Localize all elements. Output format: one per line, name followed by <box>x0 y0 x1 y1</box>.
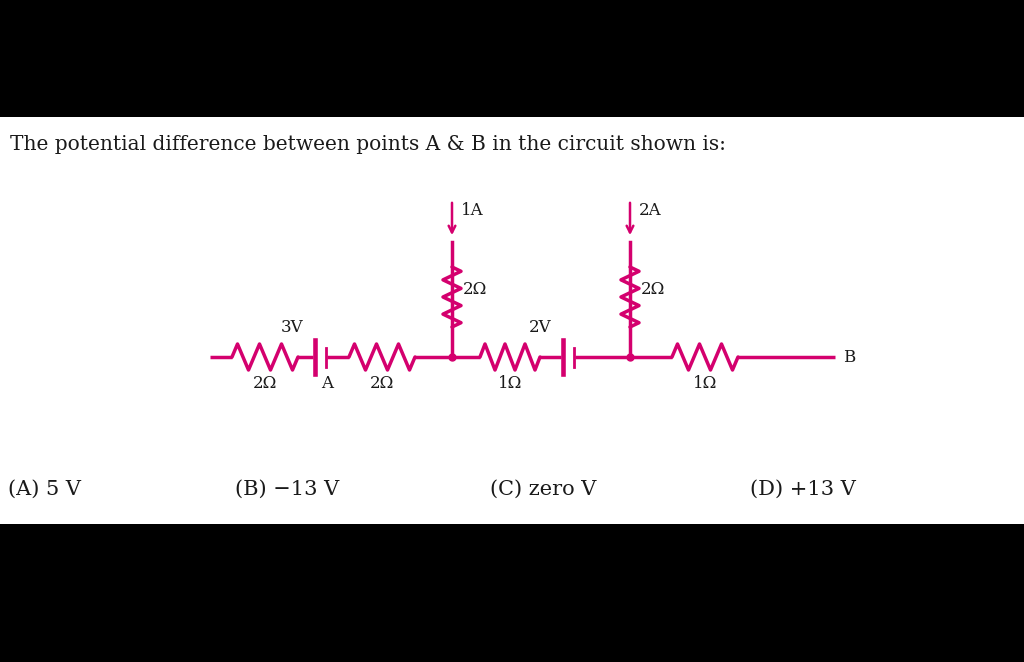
Text: 1A: 1A <box>461 202 483 219</box>
Bar <box>0 117 1024 524</box>
Text: (D) +13 V: (D) +13 V <box>750 479 856 498</box>
Text: 2Ω: 2Ω <box>370 375 394 393</box>
Text: 1Ω: 1Ω <box>693 375 717 393</box>
Text: 2Ω: 2Ω <box>641 281 666 297</box>
Text: (C) zero V: (C) zero V <box>490 479 596 498</box>
Text: A: A <box>321 375 333 393</box>
Text: 2V: 2V <box>528 318 551 336</box>
Text: The potential difference between points A & B in the circuit shown is:: The potential difference between points … <box>10 135 726 154</box>
Text: (A) 5 V: (A) 5 V <box>8 479 81 498</box>
Text: 2Ω: 2Ω <box>463 281 487 297</box>
Text: 2Ω: 2Ω <box>253 375 278 393</box>
Text: 3V: 3V <box>281 318 303 336</box>
Text: (B) −13 V: (B) −13 V <box>234 479 339 498</box>
Text: 1Ω: 1Ω <box>498 375 522 393</box>
Text: 2A: 2A <box>639 202 662 219</box>
Text: B: B <box>843 348 855 365</box>
